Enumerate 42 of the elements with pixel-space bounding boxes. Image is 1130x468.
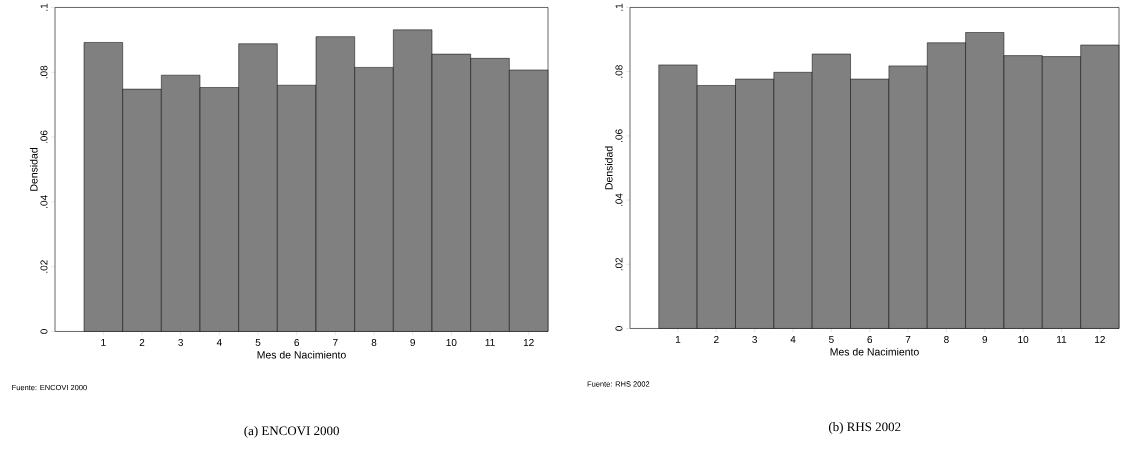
x-tick-label: 4 [790, 335, 796, 343]
x-tick-label: 3 [178, 338, 184, 346]
x-tick-label: 12 [1095, 335, 1105, 343]
text: (b) RHS 2002 [828, 421, 901, 434]
x-tick-label: 3 [752, 335, 757, 343]
y-tick-label: .1 [40, 3, 48, 11]
y-tick-label: .04 [40, 195, 48, 208]
x-tick-label: 8 [371, 338, 377, 346]
y-tick-label: .04 [615, 193, 623, 206]
x-tick-label: 8 [944, 335, 949, 343]
x-axis-title: Mes de Nacimiento [257, 350, 346, 359]
text: (a) ENCOVI 2000 [244, 425, 339, 438]
y-tick-label: 0 [615, 325, 623, 331]
x-tick-label: 10 [1018, 335, 1029, 343]
y-tick-label: .02 [615, 257, 623, 271]
x-tick-label: 5 [829, 335, 834, 343]
x-tick-label: 10 [446, 338, 457, 346]
x-tick-label: 6 [294, 338, 300, 346]
x-tick-label: 2 [139, 338, 145, 346]
x-tick-label: 2 [714, 335, 719, 343]
x-tick-label: 1 [101, 338, 106, 346]
y-tick-label: .02 [40, 260, 48, 273]
y-tick-label: .1 [615, 3, 623, 11]
x-tick-label: 12 [523, 338, 534, 346]
y-axis-title: Densidad [29, 147, 38, 191]
y-tick-label: .06 [40, 130, 48, 143]
x-tick-label: 9 [982, 335, 988, 343]
x-tick-label: 9 [410, 338, 415, 346]
x-tick-label: 7 [905, 335, 911, 343]
x-tick-label: 11 [485, 338, 495, 346]
y-tick-label: .06 [615, 129, 623, 142]
y-axis-title: Densidad [604, 146, 613, 189]
x-tick-label: 11 [1057, 335, 1067, 343]
x-tick-label: 5 [255, 338, 261, 346]
x-tick-label: 7 [333, 338, 338, 346]
x-tick-label: 6 [867, 335, 873, 343]
y-tick-label: .08 [615, 64, 623, 78]
y-tick-label: 0 [40, 328, 48, 334]
x-axis-title: Mes de Nacimiento [830, 347, 919, 356]
y-tick-label: .08 [40, 65, 48, 79]
x-tick-label: 1 [675, 335, 681, 343]
x-tick-label: 4 [216, 338, 222, 346]
